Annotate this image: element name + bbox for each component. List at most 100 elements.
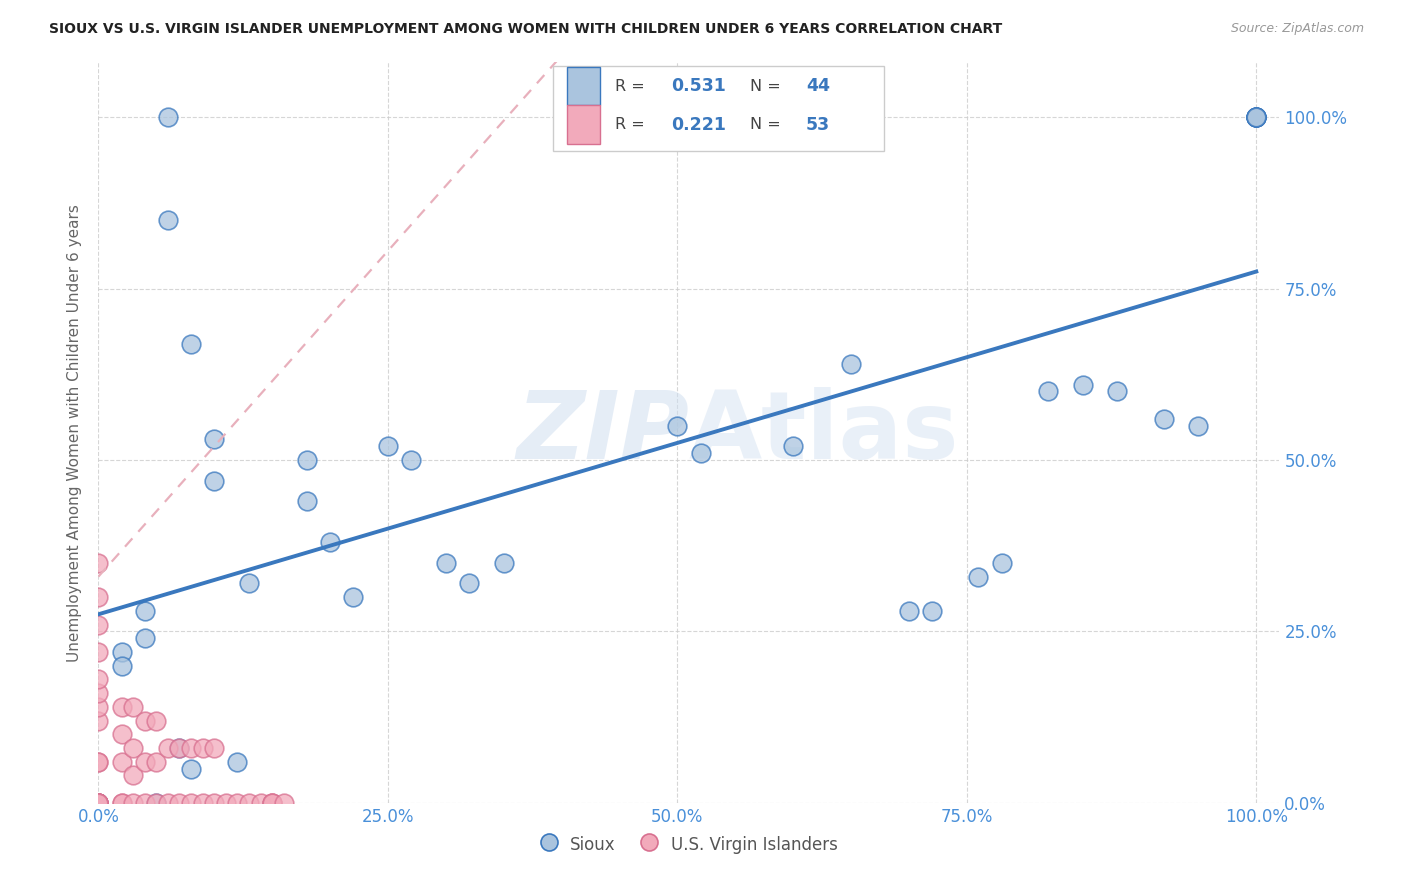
Point — [782, 439, 804, 453]
Point — [156, 741, 179, 756]
Point — [145, 755, 167, 769]
Point — [134, 632, 156, 646]
Point — [377, 439, 399, 453]
Point — [87, 796, 110, 810]
Point — [87, 645, 110, 659]
Point — [1246, 110, 1268, 124]
Point — [180, 796, 202, 810]
Point — [1153, 412, 1175, 426]
Point — [87, 673, 110, 687]
Legend: Sioux, U.S. Virgin Islanders: Sioux, U.S. Virgin Islanders — [533, 828, 845, 861]
Point — [87, 796, 110, 810]
Point — [492, 556, 515, 570]
Point — [689, 446, 711, 460]
Point — [666, 418, 689, 433]
Point — [1246, 110, 1268, 124]
Point — [262, 796, 284, 810]
Point — [202, 433, 225, 447]
Point — [87, 796, 110, 810]
Point — [180, 762, 202, 776]
Point — [342, 590, 364, 604]
Point — [87, 796, 110, 810]
Point — [1187, 418, 1209, 433]
Point — [238, 796, 260, 810]
FancyBboxPatch shape — [567, 67, 600, 105]
Point — [226, 755, 249, 769]
Point — [110, 796, 132, 810]
Point — [87, 714, 110, 728]
Point — [238, 576, 260, 591]
Text: R =: R = — [614, 117, 650, 132]
Point — [110, 727, 132, 741]
Point — [87, 556, 110, 570]
Text: R =: R = — [614, 78, 650, 94]
Point — [262, 796, 284, 810]
Text: N =: N = — [751, 117, 786, 132]
Point — [134, 714, 156, 728]
Point — [202, 741, 225, 756]
Point — [87, 796, 110, 810]
Point — [87, 755, 110, 769]
Point — [1246, 110, 1268, 124]
Point — [1107, 384, 1129, 399]
Point — [87, 699, 110, 714]
Point — [110, 755, 132, 769]
Point — [156, 110, 179, 124]
Text: Atlas: Atlas — [689, 386, 959, 479]
Point — [249, 796, 271, 810]
Point — [87, 755, 110, 769]
Point — [122, 768, 145, 782]
Point — [87, 796, 110, 810]
Point — [156, 213, 179, 227]
Point — [319, 535, 342, 549]
Point — [110, 699, 132, 714]
Point — [226, 796, 249, 810]
Point — [1246, 110, 1268, 124]
Point — [122, 741, 145, 756]
Point — [87, 796, 110, 810]
Point — [134, 796, 156, 810]
Point — [134, 604, 156, 618]
Point — [87, 617, 110, 632]
Point — [215, 796, 238, 810]
Point — [87, 686, 110, 700]
Point — [110, 796, 132, 810]
Point — [87, 796, 110, 810]
Text: 0.221: 0.221 — [671, 116, 727, 134]
Y-axis label: Unemployment Among Women with Children Under 6 years: Unemployment Among Women with Children U… — [66, 203, 82, 662]
Point — [169, 796, 191, 810]
Point — [990, 556, 1012, 570]
Point — [122, 796, 145, 810]
Text: SIOUX VS U.S. VIRGIN ISLANDER UNEMPLOYMENT AMONG WOMEN WITH CHILDREN UNDER 6 YEA: SIOUX VS U.S. VIRGIN ISLANDER UNEMPLOYME… — [49, 22, 1002, 37]
FancyBboxPatch shape — [567, 105, 600, 144]
Text: N =: N = — [751, 78, 786, 94]
Point — [295, 494, 318, 508]
Point — [87, 590, 110, 604]
Point — [145, 714, 167, 728]
Point — [262, 796, 284, 810]
Point — [1246, 110, 1268, 124]
Point — [87, 796, 110, 810]
Text: 44: 44 — [806, 77, 830, 95]
Point — [145, 796, 167, 810]
Text: 0.531: 0.531 — [671, 77, 725, 95]
Point — [458, 576, 481, 591]
Point — [110, 658, 132, 673]
Point — [399, 453, 422, 467]
Text: 53: 53 — [806, 116, 830, 134]
Point — [180, 336, 202, 351]
Point — [87, 796, 110, 810]
Point — [839, 357, 862, 371]
Point — [897, 604, 920, 618]
Point — [169, 741, 191, 756]
Point — [1036, 384, 1059, 399]
Point — [87, 796, 110, 810]
Point — [202, 474, 225, 488]
Point — [191, 796, 214, 810]
Point — [145, 796, 167, 810]
Point — [191, 741, 214, 756]
Point — [273, 796, 295, 810]
Text: ZIP: ZIP — [516, 386, 689, 479]
Point — [967, 569, 990, 583]
Point — [87, 796, 110, 810]
